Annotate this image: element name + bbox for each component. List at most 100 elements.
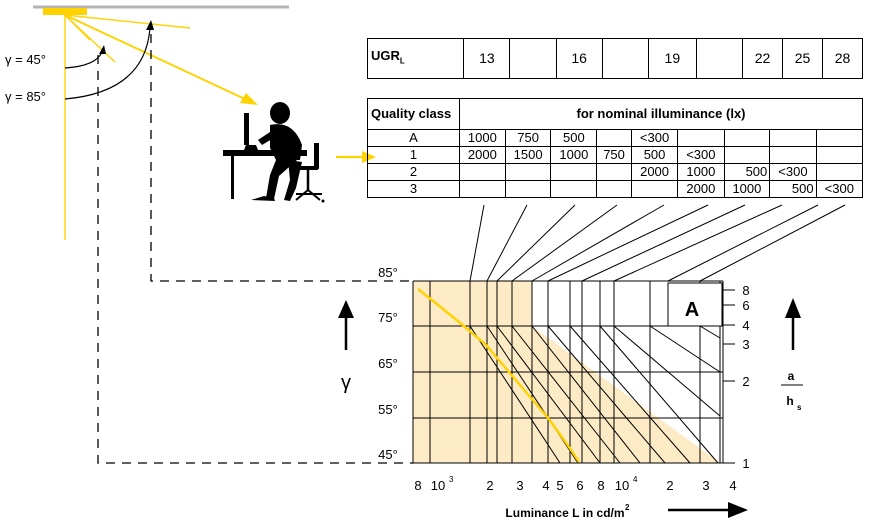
ugr-label: UGRL [366,38,465,79]
quality-row-2: 2 2000 1000 500 <300 [367,163,864,181]
lux-cell [815,129,864,147]
luminance-tick: 3 [702,478,709,493]
luminance-tick-exponent: 3 [449,475,454,484]
lux-cell: 500 [723,163,771,181]
lux-cell [723,129,771,147]
ugr-value: 22 [742,38,783,79]
connector-line [496,204,576,282]
ray-short [64,14,91,41]
lux-cell [677,129,725,147]
quality-row-1: 1 2000 1500 1000 750 500 <300 [367,146,864,164]
gamma-tick: 65° [378,356,398,371]
ratio-tick: 4 [742,318,749,333]
lux-cell: 1000 [677,163,725,181]
person-at-desk-icon [223,102,325,203]
ugr-value [695,38,744,79]
ratio-diagonal [569,325,691,464]
connector-line [547,204,709,282]
lux-cell: 1500 [504,146,552,164]
lux-cell [723,146,771,164]
ratio-diagonal [599,325,719,464]
luminance-tick: 10 [615,478,629,493]
luminance-tick: 10 [431,478,445,493]
lux-cell [815,146,864,164]
lux-cell [504,180,552,198]
ratio-label-sub: s [797,403,802,412]
ratio-tick: 6 [742,298,749,313]
ugr-value: 28 [821,38,864,79]
luminance-tick: 5 [556,478,563,493]
lux-cell [596,129,632,147]
ratio-diagonal [496,325,601,464]
lux-cell [596,163,632,181]
lux-cell: 2000 [459,146,506,164]
lux-cell: <300 [815,180,864,198]
gamma-tick: 55° [378,402,398,417]
ugr-row: UGRL 13 16 19 22 25 28 [366,38,864,79]
ratio-diagonal [649,325,721,373]
lux-cell [459,163,506,181]
ugr-value: 13 [463,38,511,79]
luminance-tick: 3 [516,478,523,493]
class-a-box [667,282,723,327]
lux-cell: 500 [550,129,598,147]
class-cell: 2 [367,163,460,181]
ratio-diagonal [511,325,621,464]
ugr-value [509,38,557,79]
lux-cell: 1000 [723,180,771,198]
ugr-value: 25 [782,38,823,79]
ratio-arrow-head [785,298,801,318]
lux-cell: 500 [769,180,817,198]
gamma-85-label: γ = 85° [5,89,46,104]
luminance-tick: 8 [597,478,604,493]
lux-cell: 500 [630,146,679,164]
quality-row-3: 3 2000 1000 500 <300 [367,180,864,198]
luminance-tick: 2 [666,478,673,493]
ratio-diagonal [699,325,721,339]
quality-class-table: Quality class for nominal illuminance (l… [367,98,864,198]
quality-row-a: A 1000 750 500 <300 [367,129,864,147]
class-connectors [469,204,846,282]
glare-ray [64,14,248,101]
xlabel: Luminance L in cd/m [505,506,624,520]
luminance-tick: 4 [542,478,549,493]
quality-header-row: Quality class for nominal illuminance (l… [367,98,863,130]
luminance-arrow-head [728,502,748,518]
lux-cell [769,146,817,164]
gamma-symbol: γ [341,372,351,394]
gamma-tick: 75° [378,310,398,325]
ugr-value: 16 [555,38,603,79]
lux-cell [550,163,598,181]
lux-cell [459,180,506,198]
connector-line [531,204,665,282]
ratio-diagonal [547,325,666,464]
ray-85 [64,14,191,29]
gamma-tick: 85° [378,265,398,280]
connector-line [581,204,746,282]
lux-cell: 2000 [630,163,679,181]
xlabel-exponent: 2 [625,503,630,512]
arc-45 [64,51,103,69]
dash-45 [97,55,413,464]
connector-line [469,204,485,282]
lux-cell: 750 [504,129,552,147]
quality-class-label: Quality class [367,98,460,130]
ratio-tick: 1 [742,456,749,471]
connector-line [699,204,846,282]
ratio-label-top: a [788,369,795,383]
ugr-value [601,38,649,79]
ratio-diagonal [531,325,641,464]
lux-cell [815,163,864,181]
lux-cell [504,163,552,181]
luminance-tick: 8 [414,478,421,493]
dashed-guides [97,34,413,464]
connector-line [613,204,783,282]
luminaire [43,8,87,15]
dash-85 [150,34,413,282]
lux-cell: <300 [677,146,725,164]
ratio-tick: 8 [742,283,749,298]
lux-cell: 1000 [550,146,598,164]
connector-line [511,204,618,282]
